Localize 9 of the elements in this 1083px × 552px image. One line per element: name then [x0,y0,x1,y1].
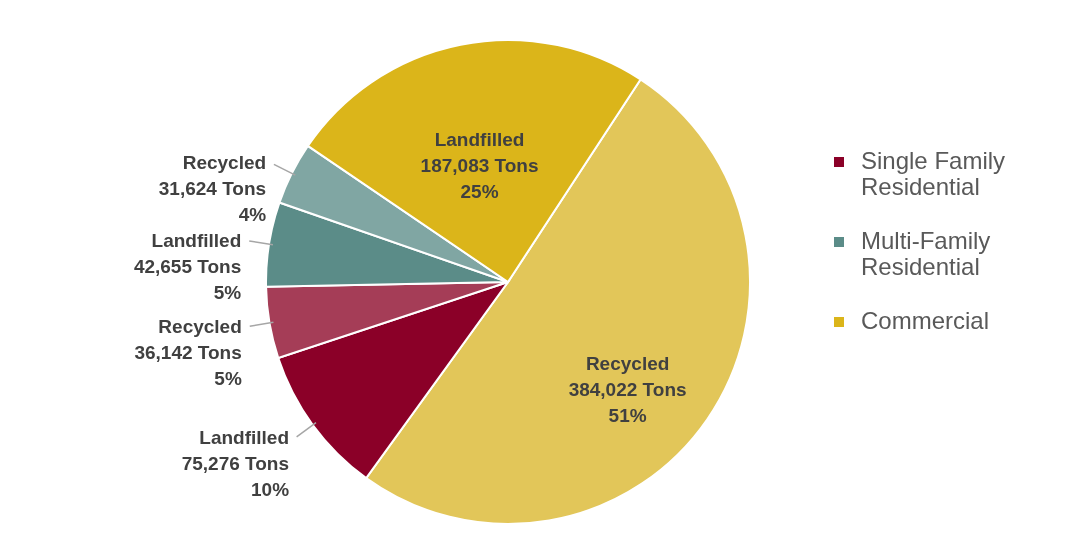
data-label: Landfilled 187,083 Tons 25% [420,128,539,202]
data-label: Recycled 36,142 Tons 5% [134,315,242,389]
legend-label: Multi-Family Residential [861,227,991,280]
data-label: Landfilled 75,276 Tons 10% [181,427,290,500]
data-label: Landfilled 42,655 Tons 5% [133,229,242,303]
data-label: Recycled 31,624 Tons 4% [158,152,267,226]
legend-label: Single Family Residential [861,147,1006,200]
data-label: Recycled 384,022 Tons 51% [568,353,687,427]
legend-label: Commercial [861,307,990,334]
